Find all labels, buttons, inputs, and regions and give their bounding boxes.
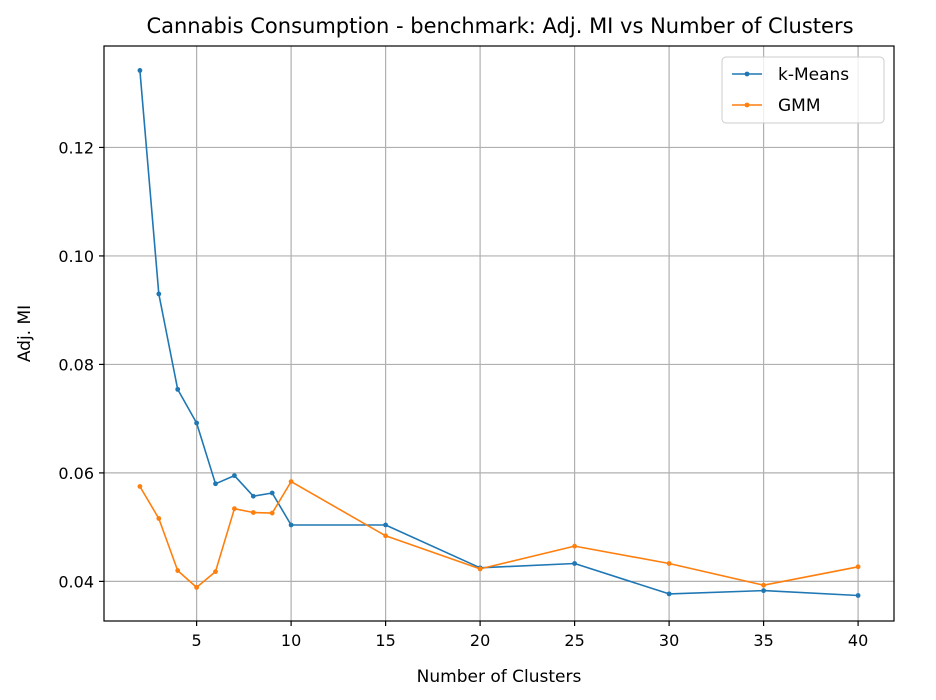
chart-title: Cannabis Consumption - benchmark: Adj. M… bbox=[146, 14, 853, 38]
data-point-k-means bbox=[175, 386, 181, 392]
data-point-gmm bbox=[194, 584, 200, 590]
x-tick-label: 20 bbox=[470, 631, 490, 650]
x-tick-label: 35 bbox=[753, 631, 773, 650]
legend: k-Means GMM bbox=[721, 56, 885, 124]
data-point-gmm bbox=[232, 506, 237, 512]
data-point-gmm bbox=[156, 516, 162, 521]
legend-marker-gmm bbox=[744, 102, 750, 108]
data-point-k-means bbox=[383, 522, 389, 528]
data-point-gmm bbox=[761, 582, 766, 588]
data-point-gmm bbox=[137, 484, 143, 489]
data-point-k-means bbox=[213, 481, 218, 487]
legend-label-gmm: GMM bbox=[778, 96, 821, 116]
grid bbox=[104, 46, 894, 621]
data-point-k-means bbox=[761, 588, 766, 594]
data-point-k-means bbox=[250, 493, 256, 499]
x-tick-label: 5 bbox=[192, 631, 202, 650]
data-point-gmm bbox=[666, 561, 672, 566]
data-point-k-means bbox=[137, 68, 143, 73]
x-tick-label: 40 bbox=[848, 631, 868, 650]
data-point-k-means bbox=[666, 591, 672, 597]
series-line-k-means bbox=[139, 70, 859, 597]
legend-marker-k-means bbox=[744, 71, 750, 77]
data-point-gmm bbox=[213, 569, 218, 575]
data-point-gmm bbox=[288, 479, 294, 484]
data-point-k-means bbox=[232, 473, 237, 479]
data-point-gmm bbox=[250, 510, 256, 515]
axis-ticks: 5 10 15 20 25 30 35 40 0.04 0.06 0.08 0.10 0.12 bbox=[58, 138, 868, 650]
y-tick-label: 0.04 bbox=[58, 572, 94, 591]
data-point-gmm bbox=[855, 564, 861, 570]
x-tick-label: 25 bbox=[564, 631, 584, 650]
data-point-gmm bbox=[175, 568, 181, 573]
data-point-k-means bbox=[288, 522, 294, 528]
x-axis-label: Number of Clusters bbox=[417, 667, 582, 687]
plot-series bbox=[137, 68, 861, 598]
data-point-gmm bbox=[269, 510, 275, 516]
data-point-k-means bbox=[572, 561, 577, 566]
y-tick-label: 0.06 bbox=[58, 464, 94, 483]
data-point-k-means bbox=[269, 490, 275, 496]
y-tick-label: 0.12 bbox=[58, 138, 94, 157]
data-point-gmm bbox=[477, 566, 483, 572]
data-point-k-means bbox=[194, 420, 200, 426]
y-tick-label: 0.08 bbox=[58, 355, 94, 374]
legend-label-k-means: k-Means bbox=[778, 65, 849, 85]
y-axis-label: Adj. MI bbox=[15, 305, 35, 362]
data-point-k-means bbox=[855, 593, 861, 598]
series-line-gmm bbox=[139, 480, 859, 589]
data-point-gmm bbox=[572, 543, 577, 549]
x-tick-label: 30 bbox=[659, 631, 679, 650]
x-tick-label: 10 bbox=[281, 631, 301, 650]
y-tick-label: 0.10 bbox=[58, 247, 94, 266]
legend-box bbox=[721, 56, 885, 124]
x-tick-label: 15 bbox=[375, 631, 395, 650]
data-point-k-means bbox=[156, 291, 162, 297]
data-point-gmm bbox=[383, 533, 389, 539]
plot-frame bbox=[103, 45, 895, 622]
